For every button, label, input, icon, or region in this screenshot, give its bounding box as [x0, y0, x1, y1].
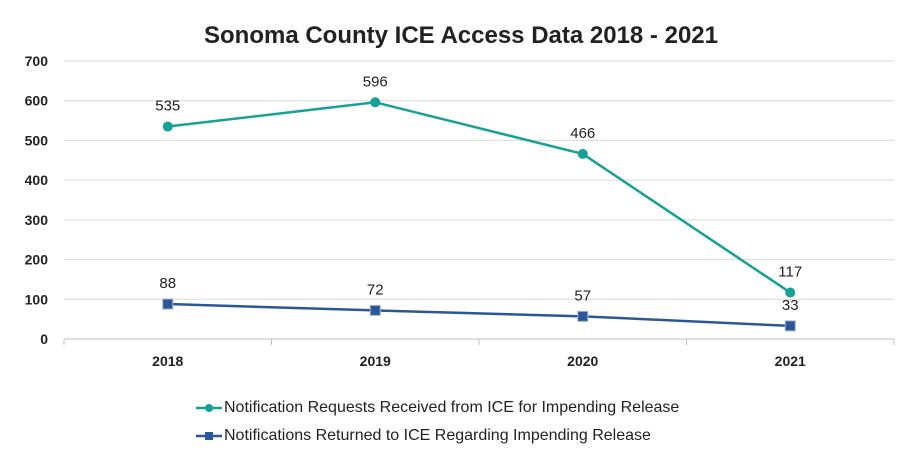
data-point — [577, 148, 588, 159]
data-point — [162, 121, 173, 132]
chart-title: Sonoma County ICE Access Data 2018 - 202… — [204, 22, 718, 49]
gridlines — [64, 60, 894, 300]
series: 535 596 466 117 88 72 57 33 — [155, 73, 802, 332]
data-label: 596 — [363, 73, 388, 90]
x-tick-label: 2021 — [775, 353, 806, 369]
legend-swatch-square-icon — [196, 432, 222, 440]
data-label: 88 — [159, 275, 176, 292]
series-line — [167, 101, 791, 294]
y-tick-label: 700 — [25, 53, 49, 69]
data-label: 57 — [574, 287, 591, 304]
data-point — [785, 287, 796, 298]
data-label: 535 — [155, 98, 180, 115]
y-tick-label: 0 — [40, 331, 48, 347]
axes: 0 100 200 300 400 500 600 700 2018 2019 2020 2021 — [25, 53, 895, 369]
data-label: 466 — [570, 125, 595, 142]
x-tick-label: 2020 — [567, 353, 598, 369]
data-point — [784, 320, 796, 332]
data-point — [369, 304, 381, 316]
y-tick-label: 200 — [25, 252, 49, 268]
y-tick-label: 300 — [25, 212, 49, 228]
x-tick-label: 2019 — [360, 353, 391, 369]
x-tick-label: 2018 — [152, 353, 183, 369]
data-point — [577, 310, 589, 322]
legend-swatch-circle-icon — [196, 404, 222, 412]
data-point — [370, 97, 381, 108]
y-tick-label: 400 — [25, 172, 49, 188]
y-tick-label: 500 — [25, 132, 49, 148]
data-label: 72 — [367, 281, 384, 298]
data-point — [162, 298, 174, 310]
data-label: 33 — [782, 297, 799, 314]
y-tick-label: 100 — [25, 291, 49, 307]
y-tick-label: 600 — [25, 93, 49, 109]
legend-label-requests: Notification Requests Received from ICE … — [224, 399, 680, 416]
series-line — [167, 302, 791, 328]
legend-item-returned: Notifications Returned to ICE Regarding … — [196, 427, 651, 445]
data-label: 117 — [778, 264, 802, 281]
legend-item-requests: Notification Requests Received from ICE … — [196, 399, 679, 417]
legend-label-returned: Notifications Returned to ICE Regarding … — [224, 427, 651, 444]
